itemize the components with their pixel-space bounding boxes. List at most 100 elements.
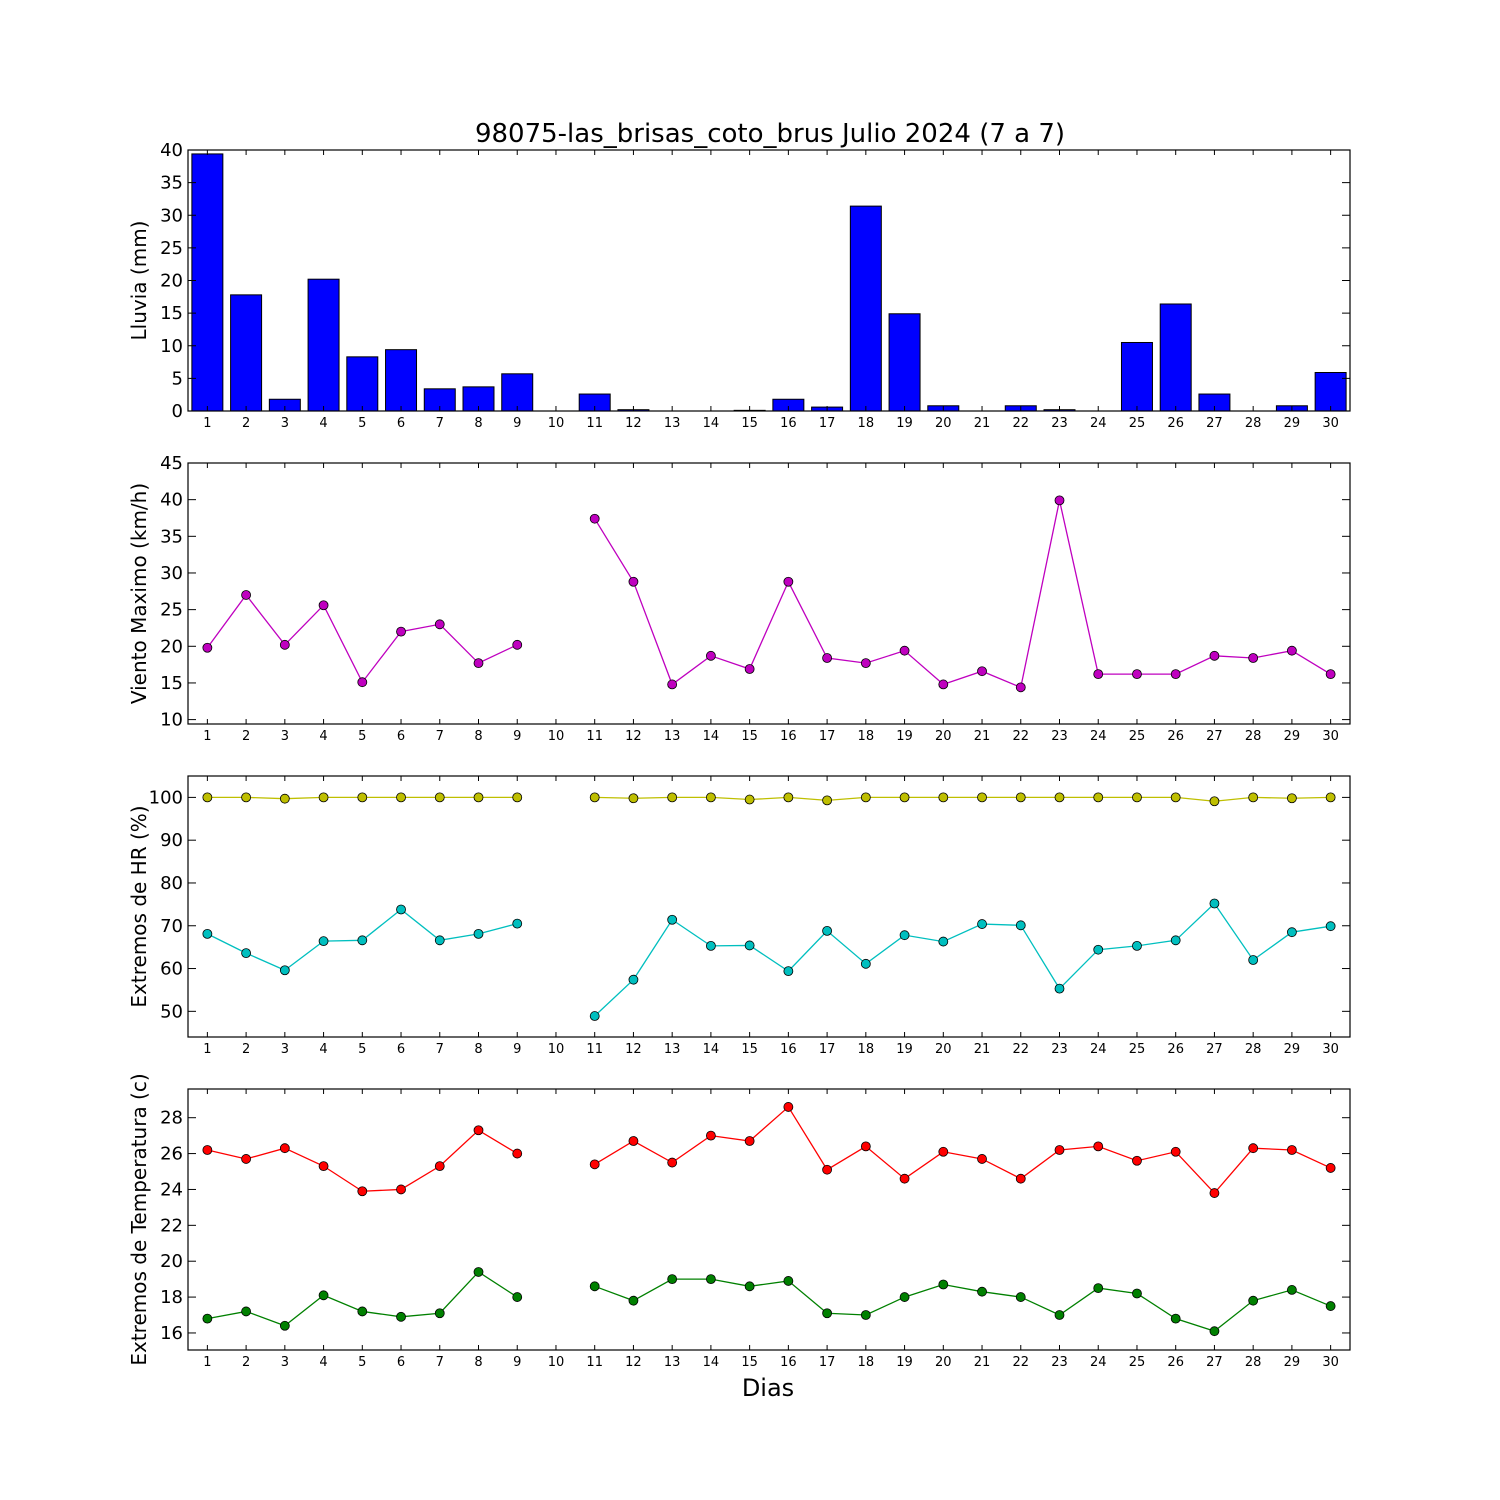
temperature-series-2-point [706, 1274, 716, 1285]
rain-bar [346, 356, 379, 412]
temperature-series-1-point [202, 1145, 213, 1155]
rain-bar [1120, 341, 1153, 412]
wind-y-tick-label: 20 [160, 636, 183, 657]
temperature-series-1-point [822, 1164, 832, 1175]
humidity-series-1-point [589, 792, 600, 803]
temperature-x-tick-label: 28 [1245, 1355, 1262, 1370]
temperature-series-2-line [207, 1271, 518, 1327]
wind-series-1-point [318, 600, 329, 611]
wind-x-tick-label: 16 [780, 729, 797, 744]
temperature-y-tick-label: 18 [160, 1287, 183, 1308]
humidity-series-1-point [279, 793, 290, 804]
wind-x-tick-label: 24 [1090, 729, 1107, 744]
temperature-series-2-point [628, 1295, 639, 1306]
temperature-series-2-point [1248, 1295, 1259, 1306]
wind-x-tick-label: 5 [358, 729, 366, 744]
humidity-series-2-point [628, 974, 639, 985]
humidity-series-2-point [822, 925, 832, 936]
humidity-series-2-point [1132, 940, 1142, 951]
temperature-series-1-point [473, 1125, 484, 1136]
humidity-series-1-point [744, 794, 755, 805]
temperature-axes-frame [187, 1088, 1351, 1351]
wind-series-1-point [1248, 653, 1259, 663]
wind-series-1-point [473, 658, 484, 669]
humidity-series-1-point [202, 792, 213, 803]
temperature-x-tick-label: 11 [586, 1355, 603, 1370]
wind-y-tick-label: 15 [160, 673, 183, 694]
humidity-series-2-point [589, 1011, 600, 1021]
humidity-x-tick-label: 19 [896, 1042, 913, 1057]
temperature-panel: Extremos de Temperatura (c) 1 2 3 4 5 6 7 8 9 10 11… [127, 1073, 1351, 1370]
temperature-series-2-point [667, 1274, 678, 1285]
wind-x-tick-label: 23 [1051, 729, 1068, 744]
temperature-x-tick-label: 16 [780, 1355, 797, 1370]
wind-x-tick-label: 2 [242, 729, 250, 744]
humidity-series-2-point [1054, 983, 1065, 994]
humidity-series-1-point [860, 792, 871, 803]
rain-x-tick-label: 29 [1284, 416, 1301, 431]
wind-x-tick-label: 7 [436, 729, 444, 744]
rain-y-tick-label: 30 [160, 205, 183, 226]
humidity-series-1-point [1015, 792, 1026, 803]
temperature-x-tick-label: 19 [896, 1355, 913, 1370]
wind-x-tick-label: 18 [858, 729, 875, 744]
humidity-series-2-point [860, 958, 871, 969]
humidity-series-2-point [744, 940, 755, 951]
temperature-x-tick-label: 25 [1129, 1355, 1146, 1370]
wind-series-1-line [206, 593, 518, 684]
rain-x-tick-label: 6 [397, 416, 405, 431]
wind-x-tick-label: 13 [664, 729, 681, 744]
humidity-x-tick-label: 22 [1012, 1042, 1029, 1057]
rain-y-tick-label: 15 [160, 303, 183, 324]
wind-x-tick-label: 21 [974, 729, 991, 744]
temperature-y-tick-label: 26 [160, 1144, 183, 1165]
temperature-series-2-point [512, 1292, 523, 1302]
humidity-x-tick-label: 11 [586, 1042, 603, 1057]
wind-x-tick-label: 25 [1129, 729, 1146, 744]
humidity-x-tick-label: 23 [1051, 1042, 1068, 1057]
temperature-series-1-point [938, 1146, 949, 1157]
wind-series-1-point [899, 645, 910, 656]
humidity-y-tick-label: 80 [160, 873, 183, 894]
temperature-series-1-point [1054, 1145, 1065, 1155]
temperature-series-1-point [357, 1186, 368, 1197]
wind-series-1-point [434, 619, 445, 630]
rain-x-tick-label: 14 [703, 416, 720, 431]
x-axis-label: Dias [742, 1374, 794, 1402]
temperature-series-2-point [473, 1267, 484, 1277]
rain-bar [307, 278, 340, 412]
temperature-series-2-point [1287, 1285, 1297, 1295]
temperature-series-1-point [667, 1157, 678, 1168]
temperature-series-1-point [1093, 1141, 1104, 1152]
rain-x-tick-label: 12 [625, 416, 642, 431]
wind-series-1-point [1015, 682, 1026, 693]
rain-x-tick-label: 7 [436, 416, 444, 431]
humidity-y-axis-label: Extremos de HR (%) [127, 805, 151, 1007]
humidity-x-tick-label: 25 [1129, 1042, 1146, 1057]
temperature-series-2-point [396, 1311, 406, 1322]
temperature-series-2-point [1015, 1292, 1026, 1302]
temperature-x-tick-label: 7 [436, 1355, 444, 1370]
temperature-series-2-point [241, 1306, 252, 1317]
temperature-x-tick-label: 10 [548, 1355, 565, 1370]
wind-series-1-point [822, 653, 832, 663]
humidity-series-2-point [512, 918, 523, 929]
humidity-y-tick-label: 60 [160, 959, 183, 980]
temperature-series-2-point [938, 1279, 949, 1290]
temperature-x-tick-label: 22 [1012, 1355, 1029, 1370]
rain-x-tick-label: 25 [1129, 416, 1146, 431]
humidity-y-tick-label: 100 [149, 787, 183, 808]
wind-x-tick-label: 26 [1167, 729, 1184, 744]
temperature-x-tick-label: 4 [319, 1355, 327, 1370]
humidity-series-1-point [783, 792, 794, 803]
wind-series-1-point [357, 677, 368, 688]
rain-bar [849, 205, 882, 412]
wind-axes-frame [187, 462, 1351, 725]
temperature-x-tick-label: 15 [741, 1355, 758, 1370]
rain-x-tick-label: 17 [819, 416, 836, 431]
wind-series-1-point [667, 679, 678, 690]
wind-series-1-point [1287, 645, 1297, 656]
temperature-x-tick-label: 13 [664, 1355, 681, 1370]
humidity-series-1-point [241, 792, 252, 803]
